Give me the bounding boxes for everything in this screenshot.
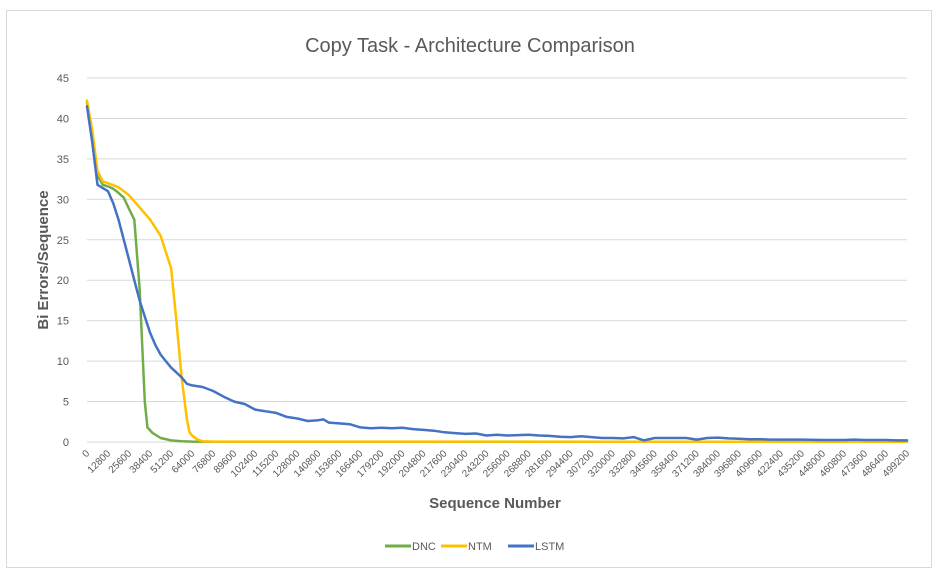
y-axis-label: Bi Errors/Sequence: [35, 190, 52, 329]
y-tick-label: 5: [63, 397, 69, 409]
legend-label-lstm: LSTM: [535, 541, 564, 553]
x-tick-label: 0: [80, 448, 92, 460]
series-line-dnc: [85, 101, 909, 444]
y-tick-label: 40: [57, 113, 69, 125]
gridlines: [87, 77, 907, 443]
y-tick-label: 0: [63, 437, 69, 449]
y-tick-label: 10: [57, 356, 69, 368]
series-lines: [85, 99, 909, 444]
legend-label-ntm: NTM: [468, 541, 492, 553]
series-line-lstm: [85, 105, 909, 442]
y-tick-label: 15: [57, 316, 69, 328]
legend: DNC NTM LSTM: [385, 541, 564, 553]
chart-frame: [6, 10, 932, 568]
x-axis-label: Sequence Number: [429, 495, 561, 512]
y-tick-label: 30: [57, 194, 69, 206]
y-tick-label: 25: [57, 235, 69, 247]
series-line-ntm: [85, 99, 909, 444]
y-tick-label: 35: [57, 154, 69, 166]
y-tick-label: 20: [57, 275, 69, 287]
y-tick-label: 45: [57, 73, 69, 85]
legend-label-dnc: DNC: [412, 541, 436, 553]
y-tick-labels: 0 5 10 15 20 25 30 35 40 45: [57, 73, 69, 449]
chart-title: Copy Task - Architecture Comparison: [305, 35, 635, 57]
x-tick-labels: 0128002560038400512006400076800896001024…: [80, 448, 912, 480]
